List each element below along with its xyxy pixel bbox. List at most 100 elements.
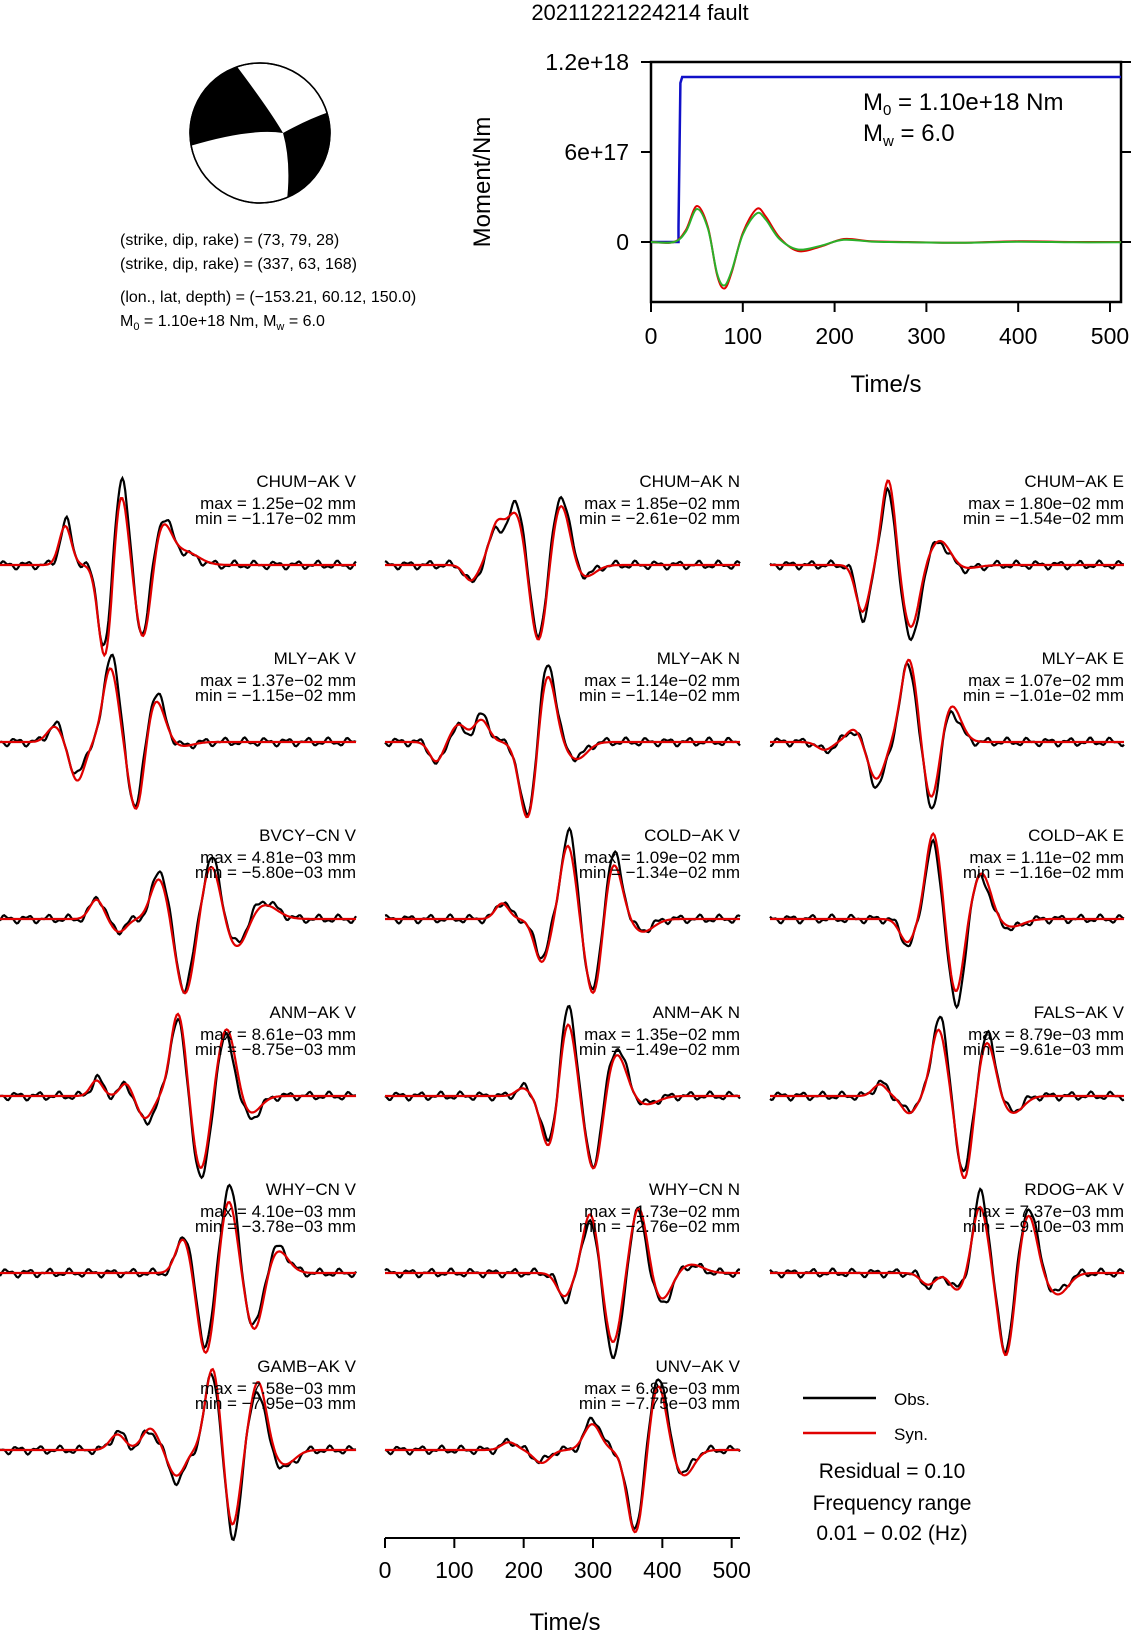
station-min-value: min = −1.54e−02 mm (963, 509, 1124, 528)
station-label: CHUM−AK N (639, 472, 740, 491)
station-label: RDOG−AK V (1024, 1180, 1124, 1199)
observed-trace (0, 1017, 357, 1180)
station-min-value: min = −1.16e−02 mm (963, 863, 1124, 882)
moment-xtick-label: 100 (724, 323, 762, 349)
moment-series-line-2 (650, 208, 1122, 287)
moment-ylabel: Moment/Nm (469, 117, 496, 248)
mechanism-line-4-post: = 6.0 (284, 313, 325, 330)
station-label: UNV−AK V (655, 1357, 740, 1376)
moment-ytick-label: 1.2e+18 (545, 49, 629, 75)
station-label: GAMB−AK V (257, 1357, 356, 1376)
station-min-value: min = −2.76e−02 mm (579, 1217, 740, 1236)
synthetic-trace (385, 1384, 740, 1534)
beachball-icon (189, 62, 331, 204)
legend-syn-label: Syn. (894, 1425, 928, 1444)
synthetic-trace (0, 1201, 356, 1355)
station-min-value: min = −7.75e−03 mm (579, 1394, 740, 1413)
station-min-value: min = −1.34e−02 mm (579, 863, 740, 882)
station-label: COLD−AK V (644, 826, 741, 845)
waveform-xlabel: Time/s (529, 1609, 600, 1636)
synthetic-trace (385, 1023, 740, 1170)
station-max-value: max = 1.14e−02 mm (584, 671, 740, 690)
station-max-value: max = 4.10e−03 mm (200, 1202, 356, 1221)
station-max-value: max = 1.80e−02 mm (968, 494, 1124, 513)
station-max-value: max = 1.85e−02 mm (584, 494, 740, 513)
synthetic-trace (0, 496, 356, 658)
synthetic-trace (770, 479, 1124, 629)
m0-annot-sub: 0 (883, 102, 891, 119)
moment-plot-frame (649, 60, 1123, 304)
station-label: MLY−AK E (1042, 649, 1124, 668)
moment-ytick-label: 6e+17 (564, 139, 629, 165)
synthetic-trace (0, 1012, 356, 1169)
station-label: ANM−AK N (653, 1003, 740, 1022)
station-min-value: min = −1.14e−02 mm (579, 686, 740, 705)
station-max-value: max = 1.07e−02 mm (968, 671, 1124, 690)
m0-symbol: M (120, 313, 133, 330)
station-max-value: max = 1.35e−02 mm (584, 1025, 740, 1044)
moment-series-group (650, 75, 1122, 290)
moment-x-axis: 0 100 200 300 400 500 (645, 302, 1129, 349)
moment-xtick-label: 400 (999, 323, 1037, 349)
m0-annot-value: = 1.10e+18 Nm (891, 89, 1063, 116)
synthetic-trace (0, 865, 356, 995)
legend-obs-label: Obs. (894, 1390, 930, 1409)
observed-trace (769, 486, 1124, 642)
moment-xlabel: Time/s (850, 371, 921, 398)
figure-title: 20211221224214 fault (531, 0, 748, 25)
station-min-value: min = −9.61e−03 mm (963, 1040, 1124, 1059)
station-min-value: min = −1.01e−02 mm (963, 686, 1124, 705)
station-label: BVCY−CN V (259, 826, 356, 845)
station-max-value: max = 1.09e−02 mm (584, 848, 740, 867)
mechanism-line-1: (strike, dip, rake) = (73, 79, 28) (120, 232, 339, 249)
moment-mw-annotation: Mw = 6.0 (863, 120, 955, 150)
synthetic-trace (0, 667, 356, 810)
waveform-xtick-label: 100 (435, 1557, 473, 1583)
station-label: WHY−CN N (649, 1180, 740, 1199)
station-label: ANM−AK V (270, 1003, 357, 1022)
moment-chart: 06e+171.2e+18 0 100 200 300 400 500 M0 = 1.10… (469, 49, 1131, 398)
station-max-value: max = 1.25e−02 mm (200, 494, 356, 513)
observed-trace (384, 495, 741, 639)
station-max-value: max = 1.73e−02 mm (584, 1202, 740, 1221)
mw-annot-symbol: M (863, 120, 883, 147)
frequency-range-value: 0.01 − 0.02 (Hz) (816, 1522, 967, 1545)
moment-xtick-label: 300 (907, 323, 945, 349)
synthetic-trace (770, 832, 1124, 993)
synthetic-trace (385, 844, 740, 995)
moment-m0-annotation: M0 = 1.10e+18 Nm (863, 89, 1063, 119)
waveform-x-axis: 0 100 200 300 400 500 (379, 1537, 751, 1583)
station-max-value: max = 1.11e−02 mm (969, 848, 1124, 867)
station-label: WHY−CN V (266, 1180, 357, 1199)
synthetic-trace (0, 1367, 356, 1526)
moment-xtick-label: 500 (1091, 323, 1129, 349)
waveform-xtick-label: 300 (574, 1557, 612, 1583)
station-label: CHUM−AK V (256, 472, 356, 491)
legend: Obs. Syn. Residual = 0.10 Frequency rang… (803, 1390, 971, 1545)
station-max-value: max = 7.58e−03 mm (200, 1379, 356, 1398)
mechanism-line-3: (lon., lat, depth) = (−153.21, 60.12, 15… (120, 289, 416, 306)
station-max-value: max = 4.81e−03 mm (200, 848, 356, 867)
station-label: MLY−AK N (657, 649, 740, 668)
station-max-value: max = 7.37e−03 mm (968, 1202, 1124, 1221)
station-min-value: min = −3.78e−03 mm (195, 1217, 356, 1236)
synthetic-trace (770, 1028, 1124, 1180)
mw-subscript: w (275, 321, 284, 333)
synthetic-trace (385, 1207, 740, 1343)
